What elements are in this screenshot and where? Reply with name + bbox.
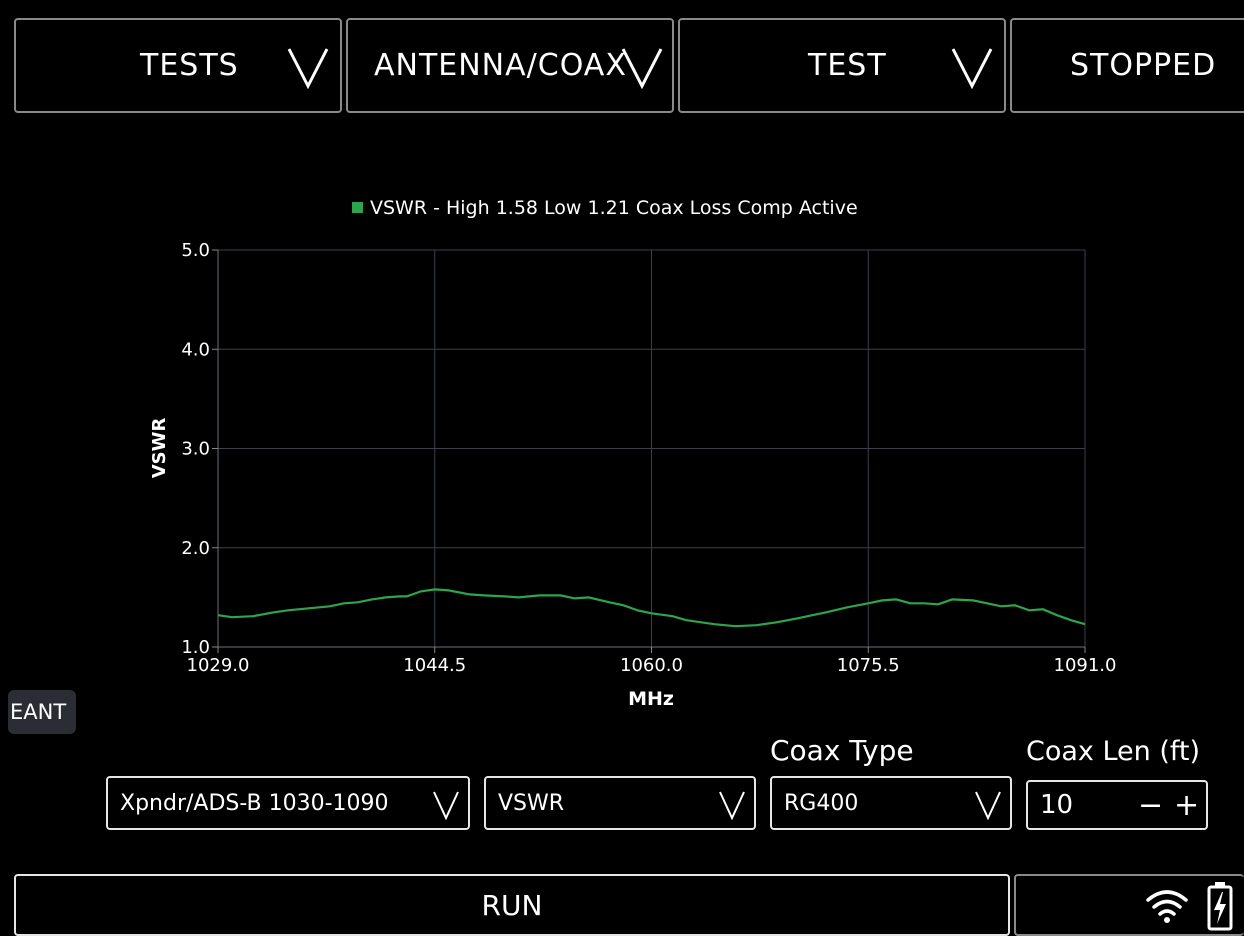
coax-type-label: Coax Type	[770, 734, 914, 767]
mode-menu-label: ANTENNA/COAX	[374, 48, 627, 83]
x-axis-label: MHz	[628, 688, 674, 710]
mode-menu-button[interactable]: ANTENNA/COAX	[346, 18, 674, 113]
x-tick-label: 1091.0	[1054, 655, 1117, 676]
measure-select-value: VSWR	[498, 790, 565, 816]
chevron-down-icon	[951, 48, 993, 90]
y-tick-label: 2.0	[181, 538, 210, 559]
coax-len-input[interactable]: 10	[1040, 790, 1074, 820]
chevron-down-icon	[975, 791, 1001, 820]
band-select[interactable]: Xpndr/ADS-B 1030-1090	[106, 776, 470, 830]
decrement-button[interactable]: −	[1138, 787, 1164, 823]
wifi-icon	[1146, 890, 1188, 923]
band-select-value: Xpndr/ADS-B 1030-1090	[120, 790, 389, 816]
y-tick-label: 5.0	[181, 240, 210, 261]
y-axis-label: VSWR	[149, 418, 170, 479]
measure-select[interactable]: VSWR	[484, 776, 756, 830]
run-button[interactable]: RUN	[14, 874, 1010, 936]
x-tick-label: 1029.0	[187, 655, 250, 676]
test-menu-button[interactable]: TEST	[678, 18, 1006, 113]
y-tick-label: 1.0	[181, 637, 210, 658]
test-menu-label: TEST	[808, 48, 887, 83]
y-tick-label: 4.0	[181, 339, 210, 360]
run-state-button[interactable]: STOPPED	[1010, 18, 1244, 113]
legend-text: VSWR - High 1.58 Low 1.21 Coax Loss Comp…	[370, 197, 858, 219]
y-tick-label: 3.0	[181, 439, 210, 460]
side-tab-eant[interactable]: EANT	[8, 690, 76, 734]
battery-charging-icon	[1207, 882, 1233, 931]
coax-len-label: Coax Len (ft)	[1026, 736, 1201, 767]
increment-button[interactable]: +	[1174, 787, 1200, 823]
vswr-series-line	[217, 588, 1086, 628]
coax-type-value: RG400	[784, 790, 859, 816]
chevron-down-icon	[621, 48, 663, 90]
vswr-chart-svg: 1.0 2.0 3.0 4.0 5.0 1029.0 1044.5 1060.0 1075.5…	[149, 197, 1117, 710]
coax-len-stepper[interactable]: 10 − +	[1026, 780, 1208, 830]
status-panel	[1014, 874, 1244, 936]
chevron-down-icon	[287, 48, 329, 90]
vswr-chart: 1.0 2.0 3.0 4.0 5.0 1029.0 1044.5 1060.0 1075.5…	[0, 130, 1244, 710]
chevron-down-icon	[719, 791, 745, 820]
chevron-down-icon	[433, 791, 459, 820]
run-state-label: STOPPED	[1070, 48, 1217, 83]
x-tick-label: 1044.5	[403, 655, 466, 676]
coax-type-select[interactable]: RG400	[770, 776, 1012, 830]
x-tick-label: 1075.5	[837, 655, 900, 676]
x-tick-label: 1060.0	[620, 655, 683, 676]
tests-menu-button[interactable]: TESTS	[14, 18, 342, 113]
tests-menu-label: TESTS	[140, 48, 239, 83]
legend-swatch	[352, 202, 363, 213]
